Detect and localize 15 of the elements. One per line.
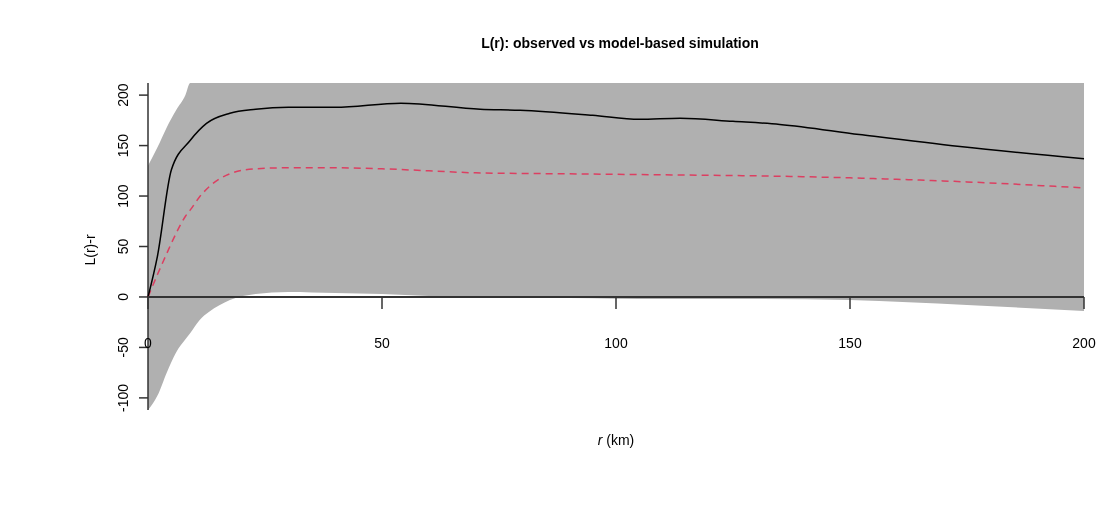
y-tick-label: 100 [115, 184, 131, 208]
chart-title: L(r): observed vs model-based simulation [481, 35, 759, 51]
y-tick-label: 50 [115, 238, 131, 255]
x-tick-label: 100 [604, 334, 628, 351]
y-tick-label: 150 [115, 133, 131, 158]
y-tick-label: 0 [115, 292, 131, 301]
y-tick-label: 200 [115, 83, 131, 107]
x-tick-label: 150 [838, 334, 862, 351]
y-axis-title: L(r)-r [82, 234, 98, 266]
x-tick-label: 50 [374, 334, 390, 351]
y-tick-label: -50 [115, 337, 131, 358]
x-axis-title: r (km) [597, 432, 635, 448]
x-tick-label: 200 [1072, 334, 1096, 351]
y-tick-label: -100 [115, 383, 131, 412]
x-tick-label: 0 [144, 334, 153, 351]
